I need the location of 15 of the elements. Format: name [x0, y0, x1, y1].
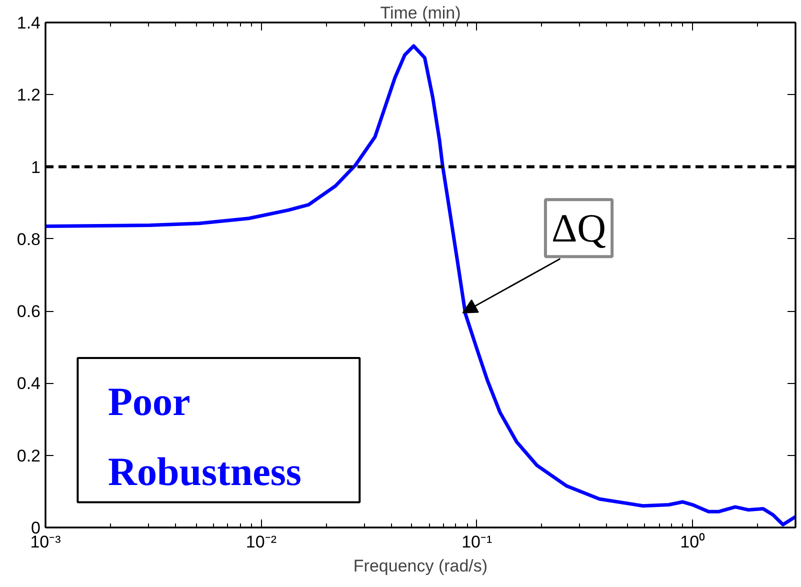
chart-title: Time (min) [380, 4, 461, 22]
annotation: Poor Robustness [108, 378, 302, 494]
y-tick-label: 0.4 [16, 374, 41, 394]
x-tick-label: 10⁻² [246, 532, 277, 552]
x-tick-label: 10⁻³ [30, 532, 62, 552]
y-tick-label: 1.4 [16, 14, 41, 32]
y-tick-label: 0.6 [16, 302, 41, 322]
x-tick-label: 10⁻¹ [462, 532, 493, 552]
y-tick-label: 1 [31, 158, 41, 177]
annotation: ΔQ [551, 206, 606, 251]
y-tick-label: 0.2 [16, 446, 41, 466]
x-axis-title: Frequency (rad/s) [353, 556, 488, 576]
x-tick-label: 10⁰ [680, 532, 706, 552]
y-tick-label: 0.8 [16, 230, 41, 249]
y-tick-label: 1.2 [16, 86, 41, 105]
